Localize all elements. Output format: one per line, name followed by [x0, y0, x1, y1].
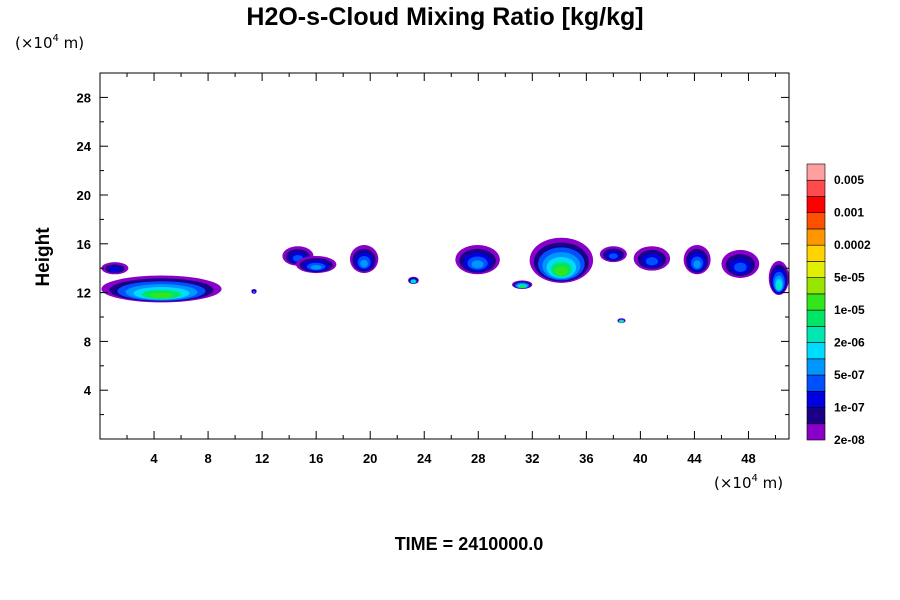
- cloud-patch: [349, 245, 379, 274]
- colorbar-swatch: [806, 326, 826, 343]
- x-axis-unit: (×104 m): [714, 473, 783, 492]
- cloud-contour: [645, 257, 658, 266]
- y-tick-label: 28: [77, 90, 91, 105]
- plot-frame: [99, 72, 790, 440]
- colorbar-label: 2e-08: [834, 433, 865, 447]
- x-axis: 4 8 12 16 20 24 28 32 36 40 44 48: [126, 73, 776, 466]
- cloud-contour: [608, 253, 618, 259]
- colorbar-swatch: [806, 293, 826, 311]
- y-tick-label: 4: [84, 383, 92, 398]
- colorbar-swatch: [806, 163, 826, 181]
- colorbar-swatch: [806, 196, 826, 214]
- x-tick-label: 24: [417, 451, 432, 466]
- colorbar-swatch: [806, 423, 826, 441]
- cloud-contour: [776, 282, 781, 290]
- x-tick-label: 40: [633, 451, 647, 466]
- cloud-patch: [295, 256, 337, 274]
- y-tick-label: 16: [77, 237, 91, 252]
- y-axis-unit: (×104 m): [15, 33, 84, 52]
- colorbar-label: 0.0002: [834, 238, 871, 252]
- colorbar-swatch: [806, 358, 826, 376]
- x-tick-label: 16: [309, 451, 323, 466]
- cloud-patch: [101, 275, 222, 303]
- cloud-contour: [253, 291, 255, 293]
- cloud-contour: [555, 266, 568, 276]
- x-tick-label: 28: [471, 451, 485, 466]
- colorbar-label: 1e-07: [834, 401, 865, 415]
- colorbar-swatch: [806, 261, 826, 278]
- cloud-patch: [683, 245, 711, 275]
- x-tick-label: 8: [204, 451, 211, 466]
- cloud-contour: [471, 260, 484, 269]
- time-label: TIME = 2410000.0: [395, 534, 544, 554]
- cloud-patch: [721, 249, 760, 278]
- colorbar-swatch: [806, 374, 826, 392]
- colorbar-label: 5e-07: [834, 368, 865, 382]
- y-tick-label: 24: [77, 139, 92, 154]
- x-tick-label: 44: [687, 451, 702, 466]
- cloud-contour: [520, 285, 525, 288]
- x-tick-label: 4: [150, 451, 158, 466]
- y-tick-label: 20: [77, 188, 91, 203]
- cloud-contour: [620, 321, 623, 323]
- x-tick-label: 32: [525, 451, 539, 466]
- cloud-patch: [251, 288, 257, 294]
- colorbar-label: 0.005: [834, 173, 864, 187]
- colorbar-swatch: [806, 342, 826, 360]
- cloud-field: [101, 237, 790, 324]
- colorbar-label: 1e-05: [834, 303, 865, 317]
- cloud-contour: [149, 292, 174, 299]
- y-axis: 4 8 12 16 20 24 28: [77, 90, 789, 416]
- cloud-patch: [768, 260, 790, 296]
- colorbar-swatch: [806, 228, 826, 246]
- cloud-patch: [455, 245, 500, 275]
- cloud-contour: [734, 262, 747, 272]
- cloud-patch: [617, 318, 626, 324]
- chart-title: H2O-s-Cloud Mixing Ratio [kg/kg]: [246, 3, 643, 31]
- cloud-contour: [360, 259, 368, 268]
- colorbar-swatch: [806, 244, 826, 262]
- colorbar-label: 2e-06: [834, 336, 865, 350]
- x-tick-label: 12: [255, 451, 269, 466]
- x-tick-label: 36: [579, 451, 593, 466]
- y-tick-label: 8: [84, 334, 91, 349]
- cloud-contour: [310, 264, 322, 270]
- cloud-patch: [101, 262, 129, 275]
- colorbar-label: 0.001: [834, 206, 864, 220]
- cloud-patch: [529, 237, 594, 283]
- cloud-patch: [599, 246, 627, 263]
- cloud-contour: [109, 266, 121, 272]
- cloud-patch: [408, 276, 419, 285]
- colorbar-swatch: [806, 277, 826, 295]
- colorbar-swatch: [806, 390, 826, 408]
- colorbar-label: 5e-05: [834, 271, 865, 285]
- plot-background: [100, 73, 789, 439]
- y-tick-label: 12: [77, 286, 91, 301]
- colorbar-swatch: [806, 179, 826, 197]
- cloud-contour: [412, 281, 415, 283]
- x-tick-label: 48: [741, 451, 755, 466]
- y-axis-label: Height: [33, 227, 54, 287]
- colorbar-swatch: [806, 309, 826, 327]
- colorbar-swatch: [806, 212, 826, 230]
- cloud-patch: [512, 280, 533, 289]
- colorbar: 0.005 0.001 0.0002 5e-05 1e-05 2e-06 5e-07 1e-0…: [806, 163, 871, 447]
- colorbar-swatch: [806, 407, 826, 425]
- x-tick-label: 20: [363, 451, 377, 466]
- cloud-patch: [633, 246, 671, 271]
- cloud-contour: [693, 260, 701, 269]
